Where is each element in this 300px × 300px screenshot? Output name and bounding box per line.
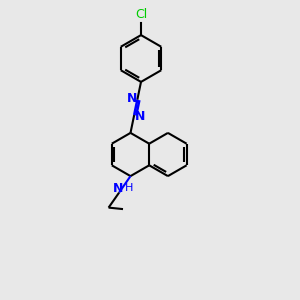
Text: N: N [113,182,124,195]
Text: Cl: Cl [135,8,147,21]
Text: N: N [127,92,137,105]
Text: N: N [134,110,145,123]
Text: H: H [124,183,133,194]
